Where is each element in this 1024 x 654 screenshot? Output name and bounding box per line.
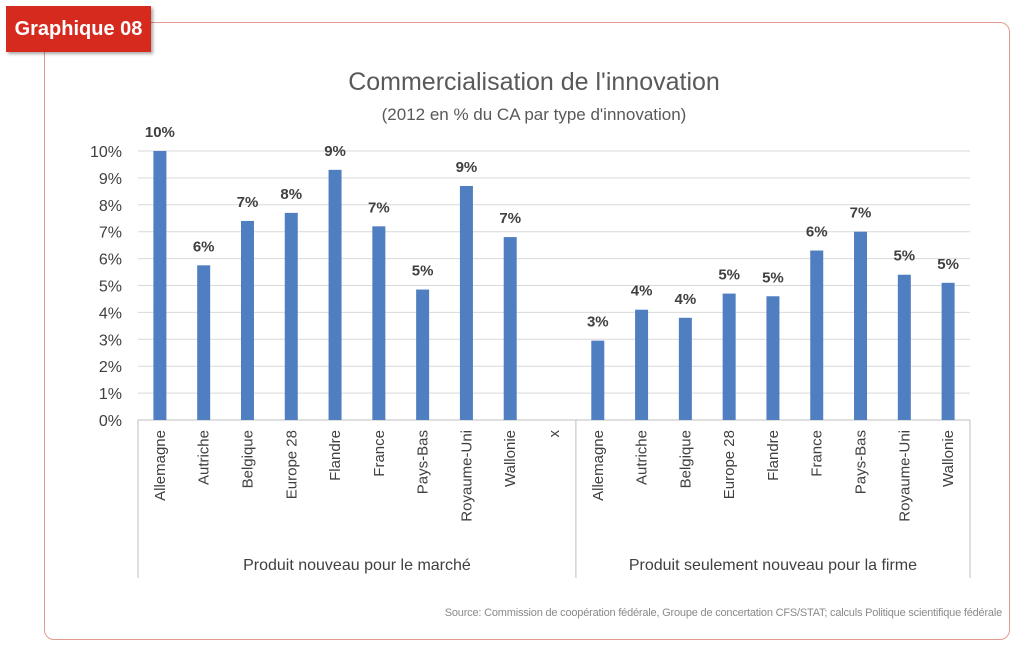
bar — [197, 265, 211, 420]
x-tick-label: Wallonie — [940, 430, 957, 487]
data-label: 5% — [718, 267, 740, 284]
bar — [722, 293, 736, 420]
bar — [328, 169, 342, 420]
y-tick-label: 7% — [99, 225, 122, 242]
data-label: 4% — [631, 283, 653, 300]
data-label: 8% — [280, 186, 302, 203]
x-tick-label: x — [546, 430, 563, 438]
data-label: 7% — [368, 199, 390, 216]
data-label: 10% — [145, 124, 175, 141]
bar — [372, 226, 386, 420]
bar — [897, 274, 911, 420]
y-tick-label: 10% — [90, 144, 122, 161]
y-tick-label: 1% — [99, 386, 122, 403]
bar — [810, 250, 824, 420]
y-tick-label: 9% — [99, 171, 122, 188]
x-tick-label: Allemagne — [152, 430, 169, 501]
bar — [678, 317, 692, 420]
data-label: 7% — [499, 210, 521, 227]
y-tick-label: 3% — [99, 332, 122, 349]
bar — [635, 309, 649, 420]
data-label: 9% — [456, 159, 478, 176]
group-label: Produit seulement nouveau pour la firme — [629, 557, 917, 574]
x-tick-label: Europe 28 — [283, 430, 300, 499]
chart-frame — [44, 22, 1010, 640]
x-tick-label: Flandre — [327, 430, 344, 481]
x-tick-label: Belgique — [239, 430, 256, 488]
bar — [240, 220, 254, 420]
data-label: 5% — [412, 263, 434, 280]
data-label: 9% — [324, 143, 346, 160]
y-tick-label: 8% — [99, 198, 122, 215]
x-tick-label: Pays-Bas — [415, 430, 432, 494]
group-label: Produit nouveau pour le marché — [243, 557, 471, 574]
figure-badge: Graphique 08 — [6, 6, 151, 52]
data-label: 5% — [762, 269, 784, 286]
y-tick-label: 2% — [99, 359, 122, 376]
bar — [941, 282, 955, 420]
y-tick-label: 5% — [99, 279, 122, 296]
y-tick-label: 6% — [99, 252, 122, 269]
data-label: 7% — [850, 205, 872, 222]
x-tick-label: Autriche — [196, 430, 213, 485]
source-note: Source: Commission de coopération fédéra… — [444, 607, 1002, 619]
data-label: 5% — [937, 256, 959, 273]
data-label: 6% — [806, 224, 828, 241]
y-tick-label: 4% — [99, 305, 122, 322]
bar — [503, 237, 517, 420]
bar — [284, 212, 298, 420]
x-tick-label: Belgique — [677, 430, 694, 488]
x-tick-label: Pays-Bas — [853, 430, 870, 494]
data-label: 3% — [587, 314, 609, 331]
x-tick-label: Autriche — [634, 430, 651, 485]
bar — [854, 231, 868, 420]
bar — [766, 296, 780, 420]
bar — [153, 151, 167, 420]
bar — [459, 185, 473, 420]
x-tick-label: Royaume-Uni — [458, 430, 475, 522]
data-label: 6% — [193, 238, 215, 255]
chart-subtitle: (2012 en % du CA par type d'innovation) — [382, 105, 687, 124]
data-label: 7% — [237, 194, 259, 211]
y-tick-label: 0% — [99, 413, 122, 430]
x-tick-label: Europe 28 — [721, 430, 738, 499]
bar — [416, 289, 430, 420]
x-tick-label: Royaume-Uni — [896, 430, 913, 522]
x-tick-label: Wallonie — [502, 430, 519, 487]
x-tick-label: Allemagne — [590, 430, 607, 501]
x-tick-label: France — [809, 430, 826, 477]
x-tick-label: France — [371, 430, 388, 477]
bar — [591, 340, 605, 420]
chart-title: Commercialisation de l'innovation — [348, 68, 720, 96]
data-label: 4% — [675, 291, 697, 308]
data-label: 5% — [893, 248, 915, 265]
x-tick-label: Flandre — [765, 430, 782, 481]
